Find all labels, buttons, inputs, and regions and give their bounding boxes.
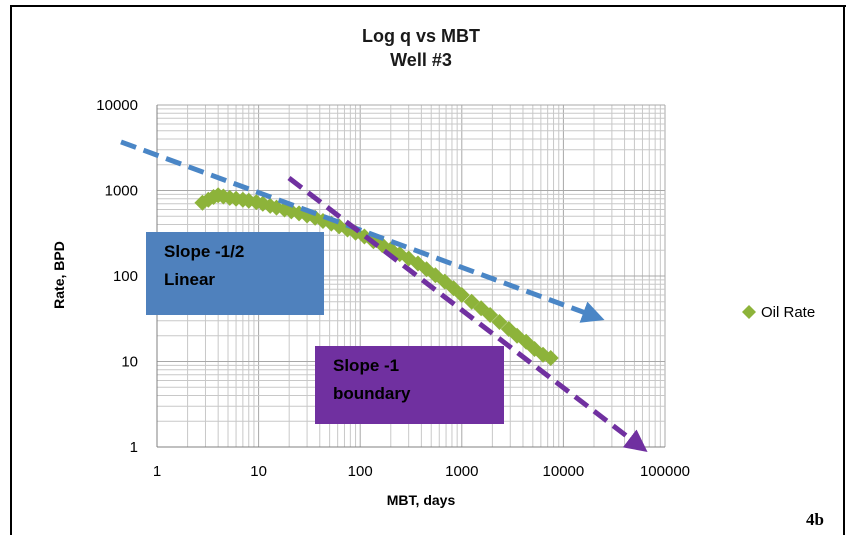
y-tick-label: 100 xyxy=(113,268,138,285)
chart-title: Log q vs MBT xyxy=(362,26,480,46)
legend: Oil Rate xyxy=(742,304,815,321)
data-point xyxy=(482,306,499,323)
legend-marker xyxy=(742,305,756,319)
x-tick-label: 1 xyxy=(153,463,161,480)
x-tick-label: 1000 xyxy=(445,463,478,480)
trend-line-boundary xyxy=(287,176,648,453)
y-tick-label: 10 xyxy=(121,354,138,371)
chart-subtitle: Well #3 xyxy=(390,50,452,70)
x-tick-label: 10000 xyxy=(543,463,585,480)
data-point xyxy=(453,286,470,303)
linear-box-text: Slope -1/2 xyxy=(164,242,244,261)
panel-label: 4b xyxy=(806,510,824,529)
y-tick-label: 1 xyxy=(130,439,138,456)
x-axis-title: MBT, days xyxy=(387,492,456,508)
frame-border-top xyxy=(10,5,846,7)
x-tick-label: 100 xyxy=(348,463,373,480)
y-tick-label: 10000 xyxy=(96,97,138,114)
y-axis-title: Rate, BPD xyxy=(51,241,67,309)
tick-labels: 1 10 100 1000 10000 100000 1 10 100 1000 10000 xyxy=(96,97,690,480)
boundary-box-text: boundary xyxy=(333,384,411,403)
y-tick-label: 1000 xyxy=(105,183,138,200)
trend-lines xyxy=(120,139,648,453)
x-tick-label: 100000 xyxy=(640,463,690,480)
frame-border-right xyxy=(843,5,845,535)
data-point xyxy=(491,313,508,330)
frame-border-left xyxy=(10,5,12,535)
annotations: Slope -1/2 Linear Slope -1 boundary xyxy=(146,232,504,424)
data-point xyxy=(500,320,517,337)
boundary-box-text: Slope -1 xyxy=(333,356,399,375)
legend-label: Oil Rate xyxy=(761,304,815,321)
boundary-box xyxy=(315,346,504,424)
data-point xyxy=(542,349,559,366)
linear-box xyxy=(146,232,324,315)
linear-box-text: Linear xyxy=(164,270,215,289)
x-tick-label: 10 xyxy=(250,463,267,480)
